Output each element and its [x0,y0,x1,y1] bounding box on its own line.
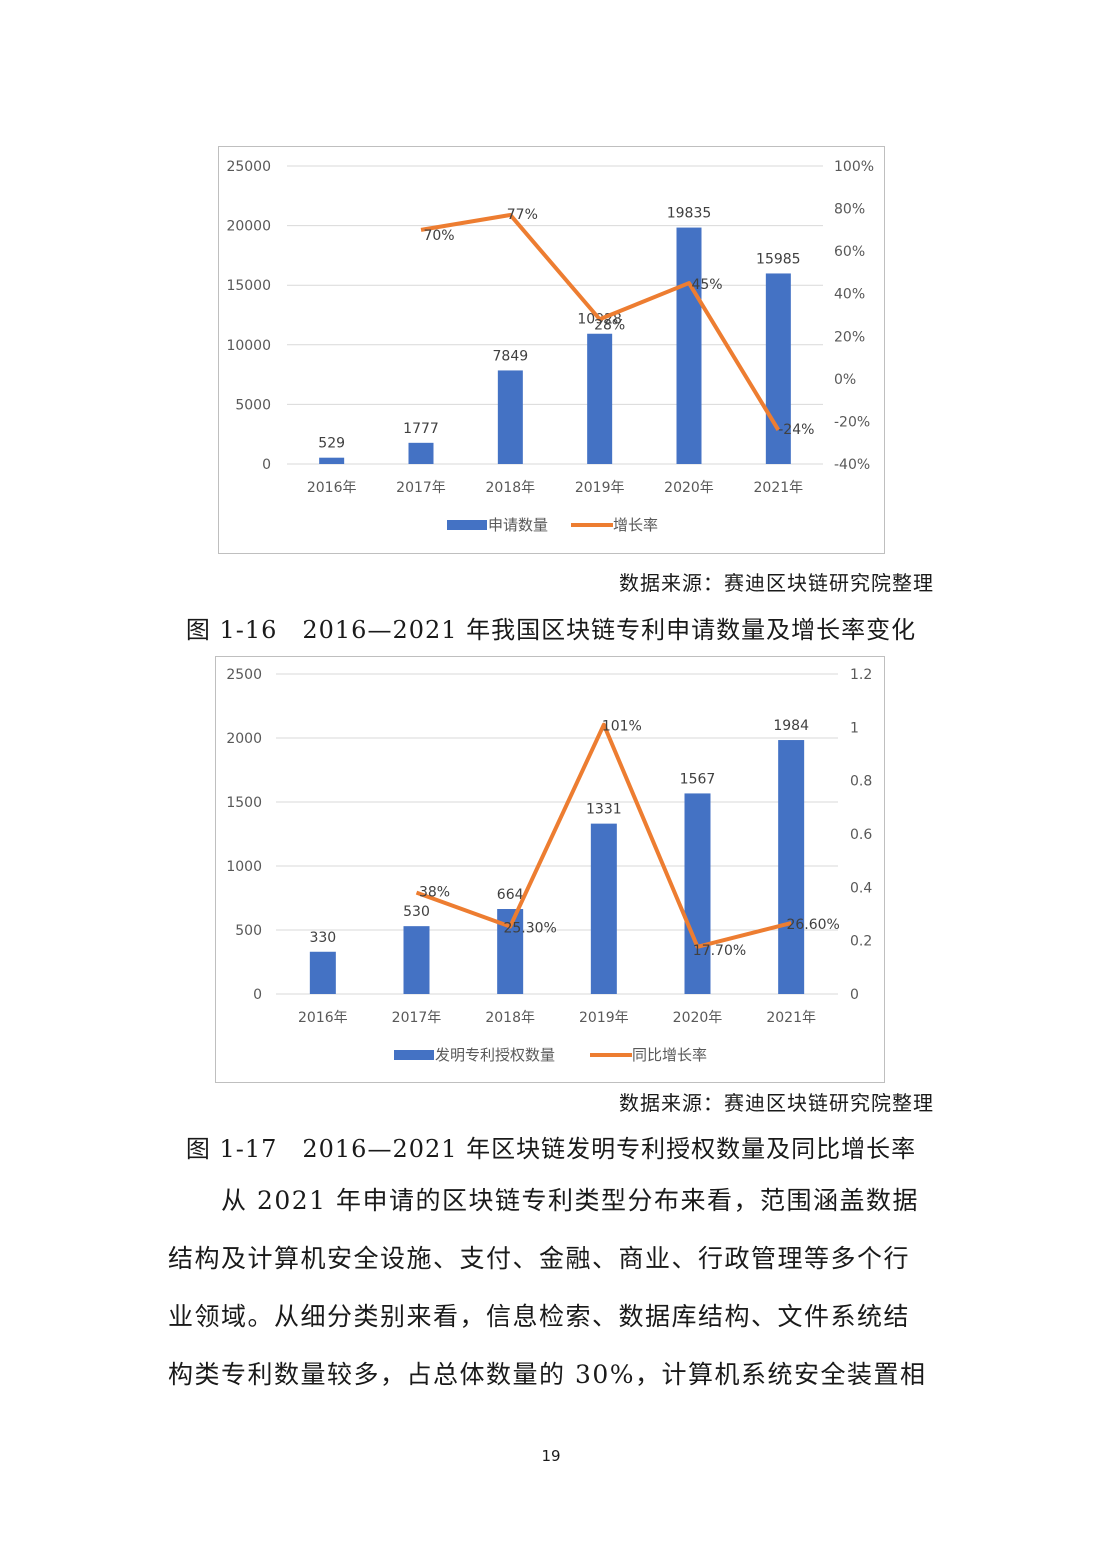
legend-line-label: 同比增长率 [632,1046,707,1064]
y-left-tick-label: 2000 [226,731,262,747]
line-data-label: 70% [423,228,454,244]
bar-data-label: 7849 [493,348,529,364]
x-tick-label: 2019年 [579,1010,629,1026]
y-right-tick-label: 0.2 [850,934,872,950]
body-line: 从 2021 年申请的区块链专利类型分布来看，范围涵盖数据 [168,1186,920,1215]
line-data-label: 38% [419,885,450,901]
legend-bar-label: 申请数量 [488,516,548,534]
bar [676,227,702,464]
y-right-tick-label: 0.4 [850,880,872,896]
y-right-tick-label: 0% [834,372,856,388]
y-left-tick-label: 1000 [226,859,262,875]
line-data-label: 101% [602,719,642,735]
x-tick-label: 2018年 [485,1010,535,1026]
x-tick-label: 2021年 [766,1010,816,1026]
legend-line-label: 增长率 [613,516,658,534]
y-left-tick-label: 0 [253,987,262,1003]
y-left-tick-label: 15000 [226,278,271,294]
x-tick-label: 2017年 [392,1010,442,1026]
bar [309,951,336,994]
bar [497,370,523,464]
x-tick-label: 2019年 [575,480,625,496]
bar-data-label: 530 [403,904,430,920]
bar [319,457,345,464]
y-left-tick-label: 25000 [226,159,271,175]
line-series [420,212,781,431]
y-left-tick-label: 5000 [235,397,271,413]
line-data-label: 77% [507,207,538,223]
x-tick-label: 2016年 [307,480,357,496]
chart-1-17: 0 500 1000 1500 2000 2500 0 0.2 0.4 0.6 0.8 1 1.2 330… [215,656,885,1083]
y-right-tick-label: 0.6 [850,827,872,843]
x-tick-label: 2016年 [298,1010,348,1026]
body-paragraph: 从 2021 年申请的区块链专利类型分布来看，范围涵盖数据 结构及计算机安全设施… [168,1172,934,1404]
legend-bar-swatch [394,1050,434,1060]
chart-1-16: 0 5000 10000 15000 20000 25000 -40% -20% 0% 20% 40… [218,146,885,554]
bar-data-label: 1567 [680,771,716,787]
y-right-tick-label: 80% [834,202,865,218]
fig16-source: 数据来源：赛迪区块链研究院整理 [619,571,934,595]
y-right-tick-label: 60% [834,244,865,260]
y-right-tick-label: 100% [834,159,874,175]
bar [408,442,434,464]
bar [587,333,613,464]
bar [403,926,430,994]
y-right-tick-label: -20% [834,414,870,430]
y-left-tick-label: 20000 [226,219,271,235]
bar [684,793,711,994]
y-right-tick-label: 40% [834,287,865,303]
x-tick-label: 2018年 [486,480,536,496]
chart-1-17-svg: 0 500 1000 1500 2000 2500 0 0.2 0.4 0.6 0.8 1 1.2 330… [226,667,872,1064]
bar-data-label: 15985 [756,251,801,267]
chart-1-16-svg: 0 5000 10000 15000 20000 25000 -40% -20% 0% 20% 40… [226,159,874,534]
y-left-tick-label: 500 [235,923,262,939]
y-right-tick-label: -40% [834,457,870,473]
y-right-tick-label: 1.2 [850,667,872,683]
line-data-label: 26.60% [786,917,839,933]
y-left-tick-label: 2500 [226,667,262,683]
bar [765,273,791,464]
page-number: 19 [541,1447,561,1465]
bar-data-label: 1331 [586,802,622,818]
bar [590,823,617,994]
bar-data-label: 330 [309,930,336,946]
x-tick-label: 2021年 [754,480,804,496]
bar-data-label: 19835 [667,206,712,222]
legend-bar-swatch [447,520,487,530]
x-tick-label: 2017年 [396,480,446,496]
bar-data-label: 1984 [773,718,809,734]
line-data-label: 25.30% [503,921,556,937]
fig17-caption: 图 1-17 2016—2021 年区块链发明专利授权数量及同比增长率 [185,1135,917,1163]
body-line: 结构及计算机安全设施、支付、金融、商业、行政管理等多个行 [168,1244,911,1273]
fig16-caption: 图 1-16 2016—2021 年我国区块链专利申请数量及增长率变化 [185,616,917,644]
body-line: 构类专利数量较多，占总体数量的 30%，计算机系统安全装置相 [168,1360,927,1389]
y-left-tick-label: 0 [262,457,271,473]
line-data-label: 45% [691,277,722,293]
x-tick-label: 2020年 [673,1010,723,1026]
line-data-label: 28% [594,317,625,333]
line-data-label: -24% [778,422,814,438]
line-data-label: 17.70% [693,943,746,959]
bar-data-label: 529 [318,436,345,452]
y-right-tick-label: 1 [850,720,859,736]
y-right-tick-label: 0 [850,987,859,1003]
legend-bar-label: 发明专利授权数量 [435,1046,555,1064]
y-right-tick-label: 20% [834,329,865,345]
bar [778,740,805,994]
y-right-tick-label: 0.8 [850,774,872,790]
y-left-tick-label: 1500 [226,795,262,811]
x-tick-label: 2020年 [664,480,714,496]
fig17-source: 数据来源：赛迪区块链研究院整理 [619,1091,934,1115]
y-left-tick-label: 10000 [226,338,271,354]
body-line: 业领域。从细分类别来看，信息检索、数据库结构、文件系统结 [168,1302,911,1331]
bar-data-label: 664 [497,887,524,903]
bar-data-label: 1777 [403,421,439,437]
line-series [415,722,792,949]
